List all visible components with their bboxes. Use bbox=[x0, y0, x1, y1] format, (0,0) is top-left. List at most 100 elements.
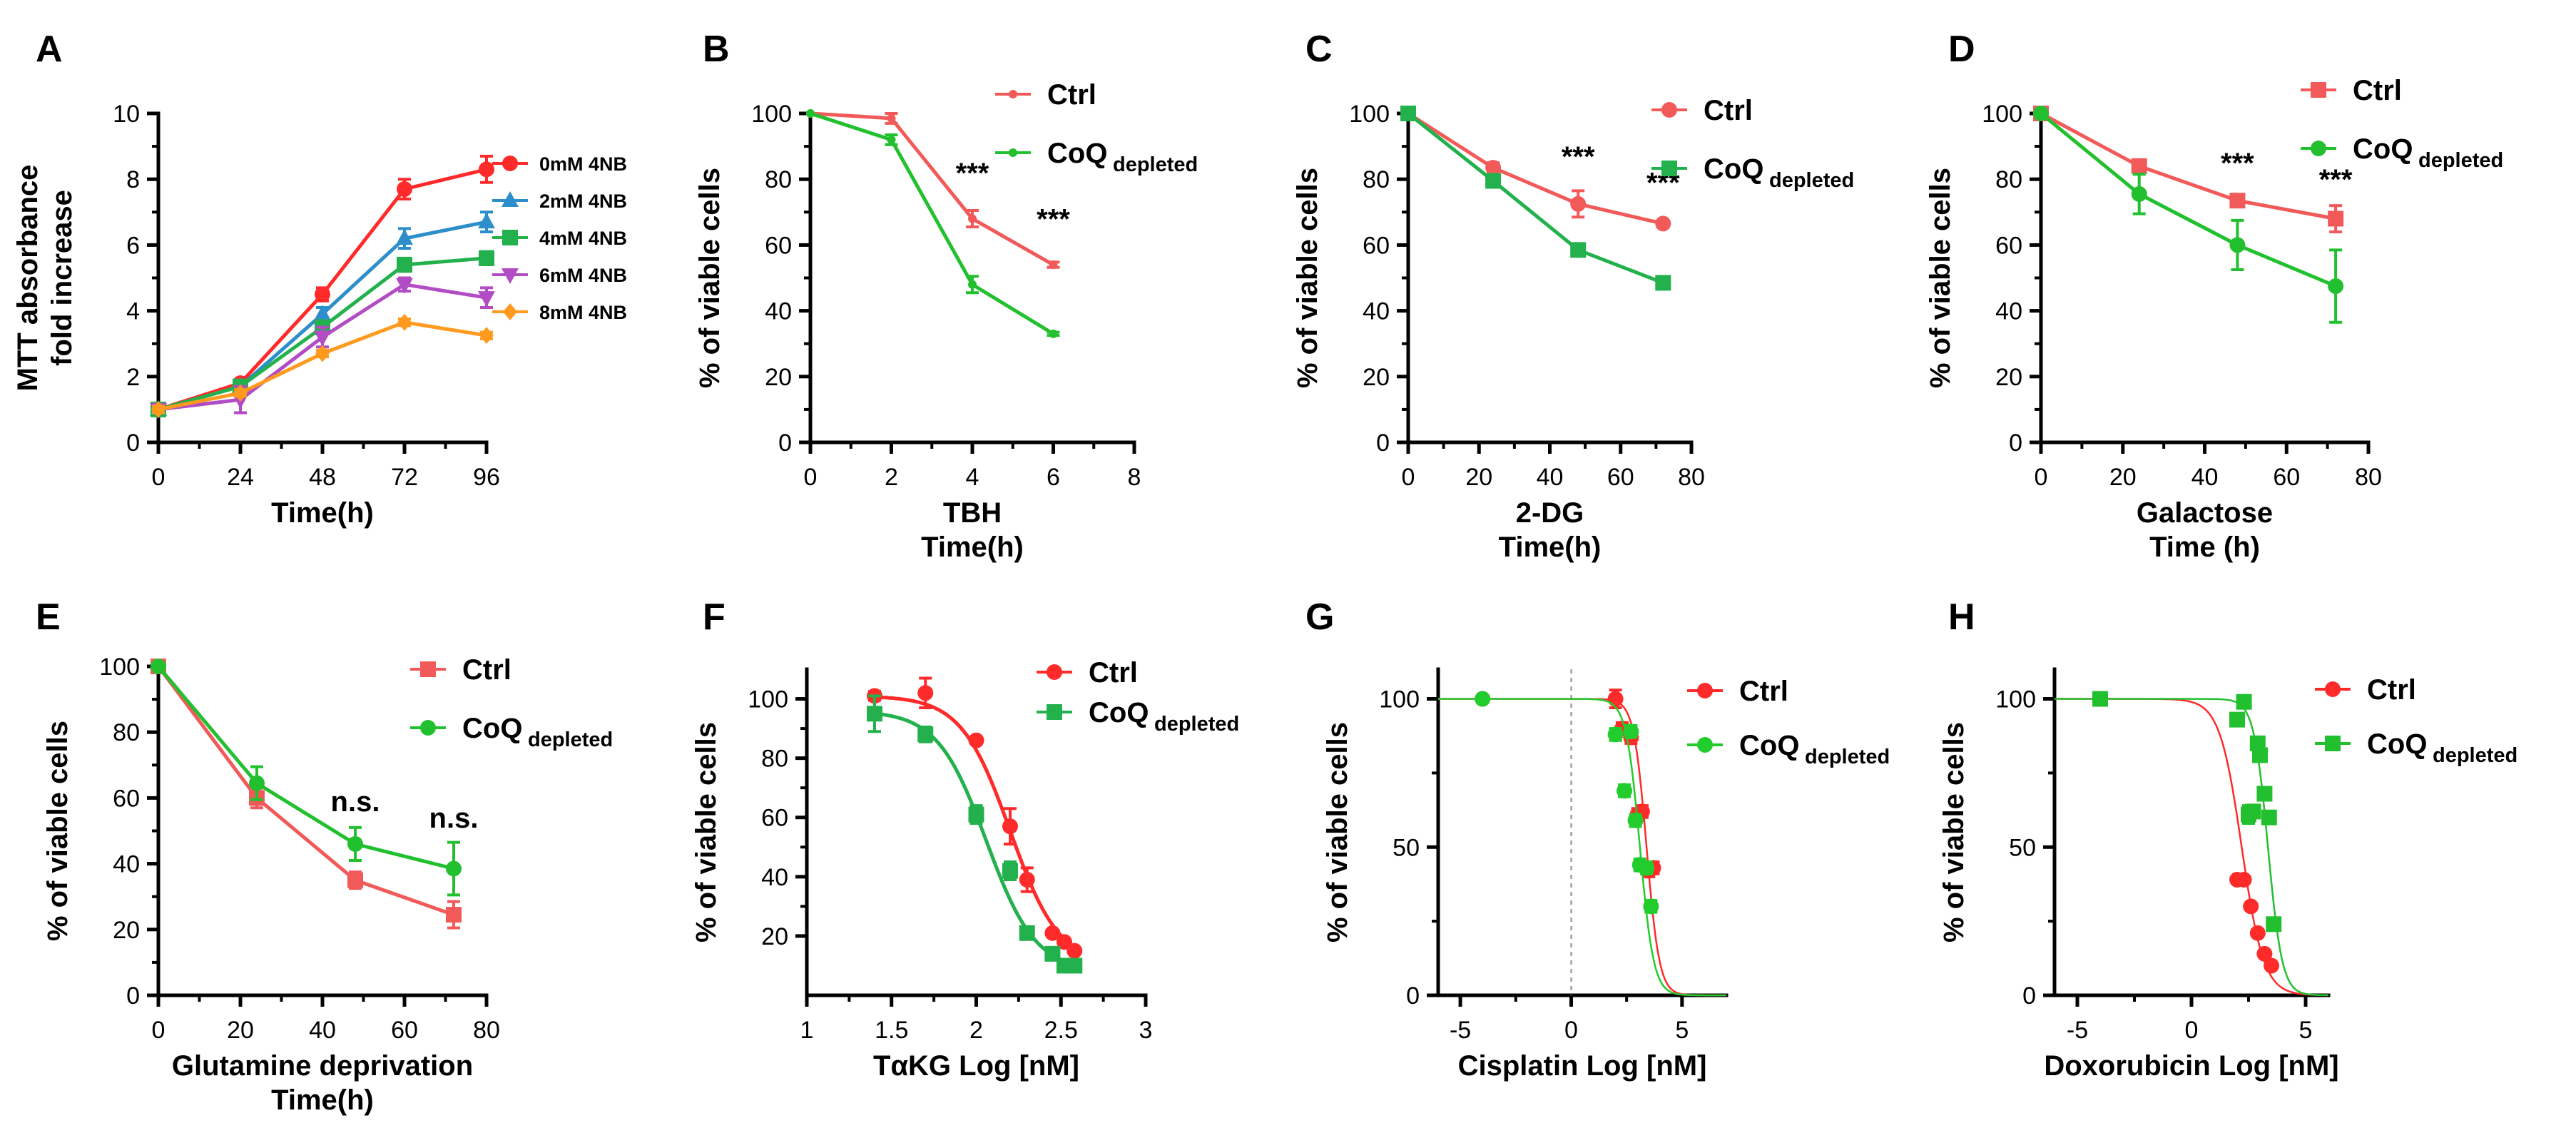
data-point bbox=[1639, 860, 1655, 876]
x-tick-label: -5 bbox=[2067, 1017, 2088, 1044]
chart-panel-e: E 0 20 40 60 80 0 20 40 60 80 100 Glutamine deprivat… bbox=[36, 596, 613, 1116]
x-axis-title: TBH bbox=[943, 497, 1002, 529]
data-point bbox=[1617, 783, 1633, 799]
series-coq bbox=[1400, 106, 1671, 291]
legend-subscript: depleted bbox=[1113, 153, 1198, 176]
x-tick-label: 0 bbox=[152, 1017, 166, 1044]
x-tick-label: 40 bbox=[309, 1017, 336, 1044]
series-ctrl bbox=[1400, 106, 1671, 232]
series-line bbox=[810, 111, 1054, 336]
y-tick-label: 100 bbox=[99, 654, 140, 681]
x-axis-title: Galactose bbox=[2137, 497, 2273, 529]
data-point bbox=[2245, 803, 2261, 820]
series-line bbox=[2040, 111, 2336, 220]
data-point bbox=[1607, 726, 1624, 743]
data-point bbox=[1475, 691, 1491, 707]
series-line bbox=[156, 665, 454, 917]
legend-label: Ctrl bbox=[1739, 676, 1788, 707]
data-point bbox=[315, 286, 330, 303]
y-tick-label: 20 bbox=[761, 923, 788, 950]
x-tick-label: 72 bbox=[391, 464, 418, 491]
y-tick-label: 100 bbox=[748, 686, 788, 713]
x-tick-label: 0 bbox=[1564, 1017, 1578, 1044]
data-point bbox=[396, 229, 413, 245]
legend-subscript: depleted bbox=[1154, 713, 1239, 736]
data-point bbox=[397, 313, 412, 331]
y-tick-label: 60 bbox=[1995, 232, 2022, 259]
chart-panel-f: F 1 1.5 2 2.5 3 20 40 60 80 100 TαKG Log [nM] % of v… bbox=[691, 596, 1239, 1082]
y-axis-title: % of viable cells bbox=[691, 722, 722, 943]
x-tick-label: 0 bbox=[152, 464, 166, 491]
legend-label: 4mM 4NB bbox=[539, 228, 627, 249]
y-tick-label: 40 bbox=[113, 851, 140, 878]
legend-marker bbox=[502, 156, 518, 171]
series-ctrl bbox=[151, 659, 462, 930]
y-axis-title: % of viable cells bbox=[1322, 722, 1353, 943]
y-tick-label: 6 bbox=[126, 232, 140, 259]
data-point bbox=[446, 907, 462, 923]
y-tick-label: 80 bbox=[765, 166, 792, 193]
y-tick-label: 100 bbox=[1995, 686, 2036, 713]
legend-marker bbox=[1697, 683, 1713, 698]
data-point bbox=[887, 135, 896, 144]
legend-label: Ctrl bbox=[2353, 75, 2402, 106]
series-coq bbox=[806, 109, 1060, 338]
x-tick-label: 2.5 bbox=[1044, 1017, 1078, 1044]
data-point bbox=[917, 726, 934, 743]
legend-label: Ctrl bbox=[462, 654, 511, 686]
significance-label: n.s. bbox=[429, 803, 479, 834]
x-tick-label: 2 bbox=[969, 1017, 983, 1044]
x-axis-title: Time(h) bbox=[271, 497, 374, 529]
x-tick-label: 20 bbox=[227, 1017, 254, 1044]
legend: Ctrl CoQ depleted bbox=[1651, 95, 1854, 192]
y-tick-label: 20 bbox=[765, 364, 792, 391]
data-point bbox=[1627, 812, 1644, 828]
data-point bbox=[2264, 957, 2279, 974]
data-point bbox=[314, 330, 331, 347]
x-tick-label: -5 bbox=[1450, 1017, 1471, 1044]
legend-marker bbox=[1661, 161, 1677, 176]
y-tick-label: 60 bbox=[761, 805, 788, 832]
data-point bbox=[479, 327, 494, 345]
series-coq bbox=[2033, 106, 2344, 324]
series-line bbox=[1407, 111, 1664, 225]
series-coq bbox=[151, 659, 462, 897]
data-point bbox=[1019, 925, 1035, 941]
x-tick-label: 6 bbox=[1047, 464, 1060, 491]
data-point bbox=[2266, 916, 2282, 933]
legend-label: CoQ bbox=[1704, 153, 1763, 185]
series-ctrl bbox=[806, 109, 1060, 270]
panel-label: A bbox=[36, 29, 63, 70]
data-point bbox=[2092, 691, 2108, 707]
x-tick-label: 60 bbox=[391, 1017, 418, 1044]
data-point bbox=[2256, 786, 2273, 802]
y-axis-title: % of viable cells bbox=[42, 721, 73, 941]
panel-label: H bbox=[1948, 596, 1975, 638]
x-tick-label: 48 bbox=[309, 464, 336, 491]
data-point bbox=[1485, 160, 1502, 176]
data-point bbox=[2229, 237, 2246, 253]
data-point bbox=[1049, 260, 1058, 270]
y-tick-label: 0 bbox=[126, 430, 140, 457]
series-0mm-4nb bbox=[151, 154, 494, 417]
y-tick-label: 10 bbox=[113, 101, 140, 128]
legend-marker bbox=[1661, 102, 1677, 118]
x-tick-label: 1.5 bbox=[875, 1017, 908, 1044]
data-point bbox=[2328, 278, 2344, 295]
legend-marker bbox=[420, 661, 436, 677]
y-tick-label: 0 bbox=[2009, 430, 2022, 457]
data-point bbox=[2328, 210, 2344, 227]
legend-label: 0mM 4NB bbox=[539, 153, 627, 175]
x-axis-title: Time(h) bbox=[1499, 532, 1602, 563]
legend: Ctrl CoQ depleted bbox=[410, 654, 613, 751]
data-point bbox=[446, 860, 462, 877]
significance-label: n.s. bbox=[331, 786, 380, 818]
data-point bbox=[478, 213, 495, 229]
data-point bbox=[396, 278, 413, 294]
y-tick-label: 60 bbox=[113, 785, 140, 812]
y-tick-label: 80 bbox=[113, 719, 140, 746]
data-point bbox=[1019, 871, 1035, 888]
legend-marker bbox=[1047, 664, 1062, 680]
